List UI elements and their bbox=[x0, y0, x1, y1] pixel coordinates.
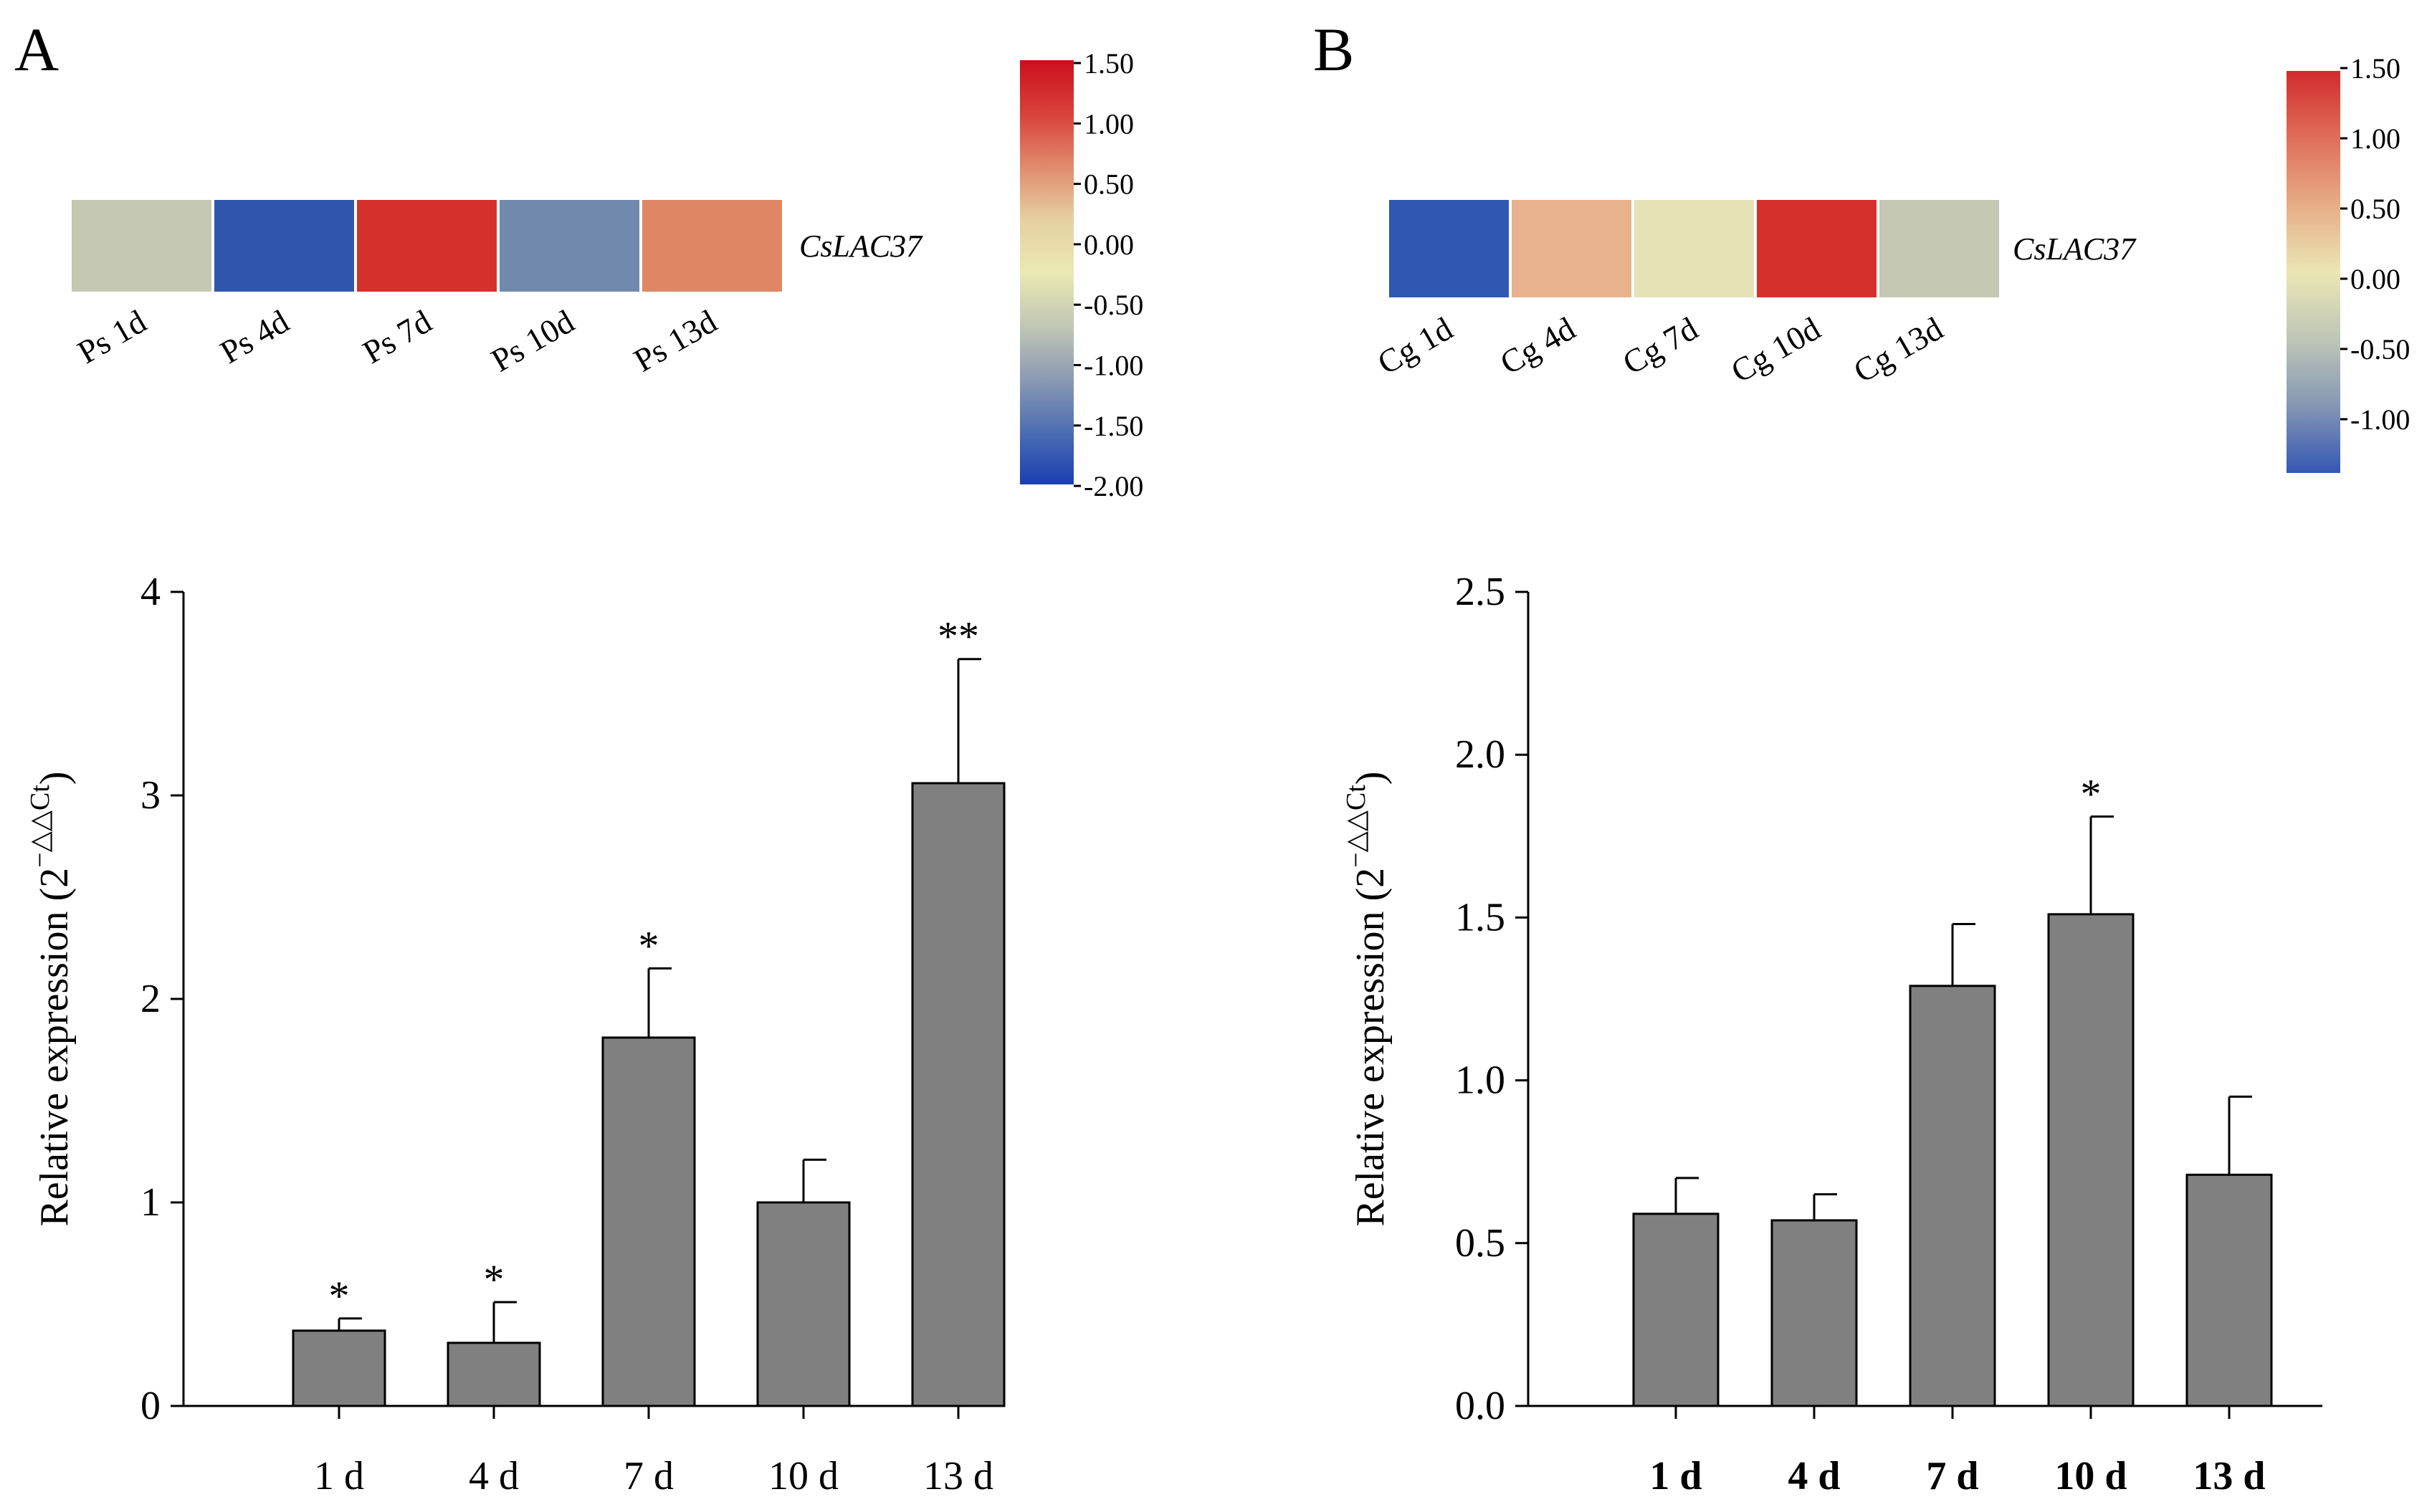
heatmap-cell bbox=[1754, 197, 1879, 300]
heatmap-cell bbox=[1509, 197, 1634, 300]
bar bbox=[292, 1329, 386, 1407]
x-tick-label: 13 d bbox=[2193, 1454, 2265, 1498]
bar bbox=[2185, 1173, 2273, 1407]
colorbar-tick-label: -1.00 bbox=[1084, 350, 1143, 382]
colorbar-b: 1.50 1.00 0.50 0.00 -0.50 -1.00 bbox=[2287, 52, 2410, 473]
y-tick-label: 3 bbox=[140, 773, 161, 818]
x-tick-label: 7 d bbox=[624, 1454, 674, 1498]
significance-marker: * bbox=[2081, 771, 2102, 818]
colorbar-tick-label: -2.00 bbox=[1084, 470, 1143, 502]
colorbar-tick-label: -0.50 bbox=[1084, 289, 1143, 321]
y-tick-label: 0.5 bbox=[1455, 1221, 1505, 1265]
heatmap-column-label: Cg 1d bbox=[1371, 310, 1459, 381]
colorbar-tick-label: 1.50 bbox=[1084, 47, 1134, 80]
x-tick-label: 1 d bbox=[1649, 1454, 1702, 1498]
colorbar-a: 1.50 1.00 0.50 0.00 -0.50 -1.00 -1.50 -2.00 bbox=[1020, 47, 1143, 502]
x-tick-label: 10 d bbox=[2054, 1454, 2127, 1498]
heatmap-cell bbox=[211, 197, 357, 295]
heatmap-cell bbox=[497, 197, 642, 295]
heatmap-column-label: Ps 10d bbox=[485, 302, 581, 378]
bar bbox=[1632, 1212, 1720, 1407]
heatmap-column-label: Ps 4d bbox=[214, 302, 295, 370]
colorbar-gradient bbox=[1020, 60, 1074, 484]
y-tick-label: 2.5 bbox=[1455, 570, 1505, 614]
significance-marker: * bbox=[639, 922, 659, 969]
significance-marker: * bbox=[329, 1273, 350, 1319]
x-tick-label: 7 d bbox=[1926, 1454, 1978, 1498]
panel-label-b: B bbox=[1313, 15, 1354, 84]
gene-label: CsLAC37 bbox=[799, 229, 923, 264]
bar bbox=[601, 1036, 696, 1407]
bar-chart-b: 0.0 0.5 1.0 1.5 2.0 2.5 1 d 4 d 7 d 10 d * 13 d Rela… bbox=[1341, 570, 2322, 1498]
heatmap-cell bbox=[1877, 197, 2002, 300]
y-tick-label: 0.0 bbox=[1455, 1384, 1505, 1428]
y-axis-label-exponent: −△△Ct bbox=[25, 785, 55, 868]
x-tick-label: 13 d bbox=[923, 1454, 993, 1498]
x-tick-label: 1 d bbox=[314, 1454, 364, 1498]
y-axis-label-main: Relative expression (2 bbox=[1348, 868, 1393, 1227]
colorbar-tick-label: -1.50 bbox=[1084, 410, 1143, 442]
y-tick-label: 0 bbox=[140, 1384, 161, 1428]
heatmap-column-label: Cg 7d bbox=[1616, 310, 1704, 381]
heatmap-cell bbox=[69, 197, 214, 295]
y-axis-label-close: ) bbox=[32, 771, 77, 785]
bar bbox=[756, 1201, 851, 1407]
y-tick-label: 1.0 bbox=[1455, 1058, 1505, 1103]
x-tick-label: 4 d bbox=[469, 1454, 519, 1498]
heatmap-a: CsLAC37 Ps 1d Ps 4d Ps 7d Ps 10d Ps 13d bbox=[69, 197, 923, 379]
y-axis-label-main: Relative expression (2 bbox=[32, 868, 77, 1227]
heatmap-column-label: Cg 13d bbox=[1847, 310, 1949, 389]
y-axis-label-exponent: −△△Ct bbox=[1341, 785, 1371, 868]
y-axis-label-close: ) bbox=[1348, 771, 1393, 785]
y-tick-label: 2 bbox=[140, 977, 161, 1021]
bar bbox=[1909, 985, 1996, 1407]
bar-chart-a: 0 1 2 3 4 1 d * 4 d * 7 d * 10 d 13 d ** Relative expr… bbox=[25, 570, 1006, 1498]
bar bbox=[447, 1341, 541, 1407]
colorbar-tick-label: 0.50 bbox=[2350, 193, 2400, 225]
x-tick-label: 4 d bbox=[1788, 1454, 1840, 1498]
heatmap-column-label: Cg 10d bbox=[1725, 310, 1826, 389]
colorbar-tick-label: 0.00 bbox=[1084, 229, 1134, 261]
colorbar-tick-label: 1.00 bbox=[1084, 107, 1134, 140]
colorbar-gradient bbox=[2287, 71, 2340, 473]
colorbar-tick-label: 0.00 bbox=[2350, 263, 2400, 295]
colorbar-tick-label: 1.50 bbox=[2350, 52, 2400, 85]
gene-label: CsLAC37 bbox=[2013, 231, 2137, 267]
colorbar-tick-label: 0.50 bbox=[1084, 168, 1134, 201]
y-axis-label: Relative expression (2−△△Ct) bbox=[25, 771, 77, 1226]
significance-marker: ** bbox=[938, 613, 979, 660]
y-axis-label: Relative expression (2−△△Ct) bbox=[1341, 771, 1393, 1226]
heatmap-column-label: Ps 13d bbox=[628, 302, 723, 378]
heatmap-column-label: Ps 1d bbox=[71, 302, 152, 370]
colorbar-tick-label: 1.00 bbox=[2350, 123, 2400, 155]
heatmap-cell bbox=[1386, 197, 1512, 300]
significance-marker: * bbox=[484, 1256, 505, 1303]
x-tick-label: 10 d bbox=[768, 1454, 839, 1498]
y-tick-label: 1.5 bbox=[1455, 895, 1505, 939]
y-tick-label: 1 bbox=[140, 1180, 161, 1225]
heatmap-cell bbox=[639, 197, 785, 295]
colorbar-tick-label: -1.00 bbox=[2350, 403, 2410, 436]
colorbar-tick-label: -0.50 bbox=[2350, 333, 2410, 365]
y-tick-label: 4 bbox=[140, 570, 161, 614]
panel-label-a: A bbox=[14, 15, 59, 84]
heatmap-b: CsLAC37 Cg 1d Cg 4d Cg 7d Cg 10d Cg 13d bbox=[1371, 197, 2137, 390]
bar bbox=[911, 782, 1006, 1407]
heatmap-column-label: Ps 7d bbox=[356, 302, 437, 370]
y-tick-label: 2.0 bbox=[1455, 732, 1505, 777]
heatmap-cell bbox=[1631, 197, 1757, 300]
heatmap-cell bbox=[354, 197, 500, 295]
heatmap-column-label: Cg 4d bbox=[1494, 310, 1581, 381]
bar bbox=[2047, 913, 2135, 1407]
bar bbox=[1770, 1219, 1858, 1407]
